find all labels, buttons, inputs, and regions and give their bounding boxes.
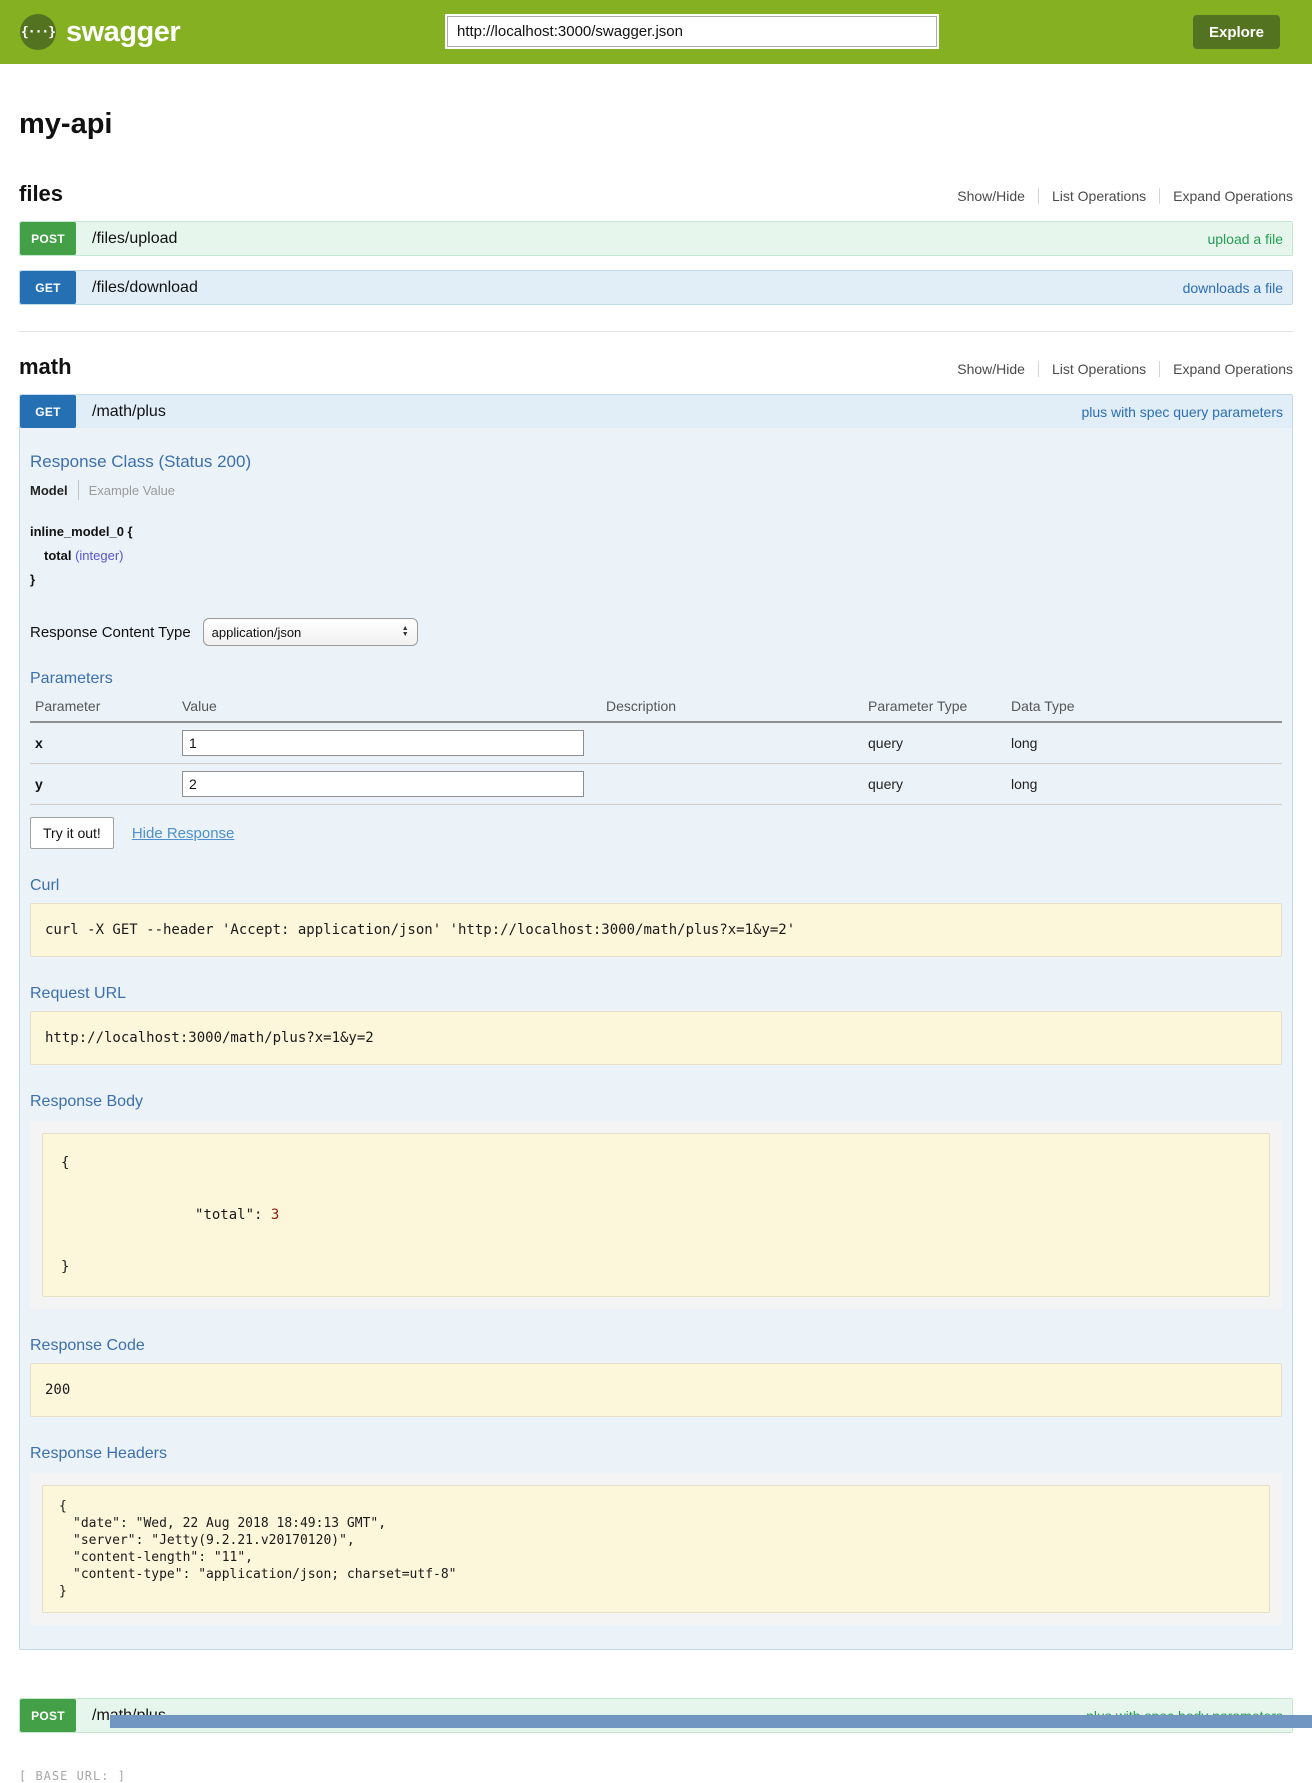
operation-post-files-upload: POST /files/upload upload a file bbox=[19, 221, 1293, 256]
list-operations-link[interactable]: List Operations bbox=[1037, 361, 1159, 377]
operation-header[interactable]: GET /files/download downloads a file bbox=[20, 271, 1292, 304]
section-files: files Show/Hide List Operations Expand O… bbox=[19, 181, 1293, 305]
http-method-badge: GET bbox=[20, 395, 76, 428]
headers-close-brace: } bbox=[59, 1584, 67, 1599]
parameter-description bbox=[601, 763, 863, 805]
brand-name: swagger bbox=[66, 15, 181, 48]
operation-path-link[interactable]: /math/plus bbox=[92, 402, 166, 420]
curl-heading: Curl bbox=[30, 877, 60, 894]
model-property-type: (integer) bbox=[75, 548, 124, 563]
section-divider bbox=[19, 331, 1293, 332]
response-headers-heading: Response Headers bbox=[30, 1445, 167, 1462]
col-header-parameter: Parameter bbox=[30, 694, 177, 723]
operation-get-math-plus: GET /math/plus plus with spec query para… bbox=[19, 394, 1293, 1650]
swagger-logo-icon: {···} bbox=[20, 14, 56, 50]
model-close-brace: } bbox=[30, 572, 36, 587]
http-method-badge: POST bbox=[20, 222, 76, 255]
response-content-type-label: Response Content Type bbox=[30, 623, 191, 641]
header-content-length: "content-length": "11", bbox=[73, 1550, 254, 1565]
response-body-heading: Response Body bbox=[30, 1093, 143, 1110]
response-body-code: { "total": 3 } bbox=[42, 1133, 1270, 1297]
operation-path-link[interactable]: /files/upload bbox=[92, 229, 178, 247]
parameter-x-input[interactable] bbox=[182, 730, 584, 756]
operation-summary-link[interactable]: plus with spec query parameters bbox=[1081, 403, 1283, 420]
parameter-description bbox=[601, 722, 863, 764]
headers-open-brace: { bbox=[59, 1499, 67, 1514]
json-close-brace: } bbox=[61, 1259, 70, 1275]
tab-separator bbox=[77, 480, 79, 500]
parameter-type: query bbox=[863, 722, 1006, 764]
operation-get-files-download: GET /files/download downloads a file bbox=[19, 270, 1293, 305]
request-url-heading: Request URL bbox=[30, 985, 127, 1002]
parameter-row-y: y query long bbox=[30, 763, 1282, 805]
swagger-brand-link[interactable]: {···} swagger bbox=[20, 14, 181, 50]
expand-operations-link[interactable]: Expand Operations bbox=[1159, 361, 1293, 377]
base-url-footer: [ BASE URL: ] bbox=[19, 1769, 126, 1783]
model-signature: inline_model_0 { total (integer) } bbox=[30, 520, 1282, 592]
select-arrows-icon: ▲ ▼ bbox=[401, 625, 409, 638]
section-title-math: math bbox=[19, 354, 72, 379]
show-hide-link[interactable]: Show/Hide bbox=[957, 361, 1025, 377]
parameter-type: query bbox=[863, 763, 1006, 805]
http-method-badge: GET bbox=[20, 271, 76, 304]
operation-summary-link[interactable]: upload a file bbox=[1207, 230, 1283, 247]
response-code-heading: Response Code bbox=[30, 1337, 145, 1354]
explore-button[interactable]: Explore bbox=[1192, 15, 1280, 49]
tab-model[interactable]: Model bbox=[30, 482, 68, 498]
parameters-table: Parameter Value Description Parameter Ty… bbox=[30, 694, 1282, 805]
section-title-files: files bbox=[19, 181, 64, 206]
model-tabs: Model Example Value bbox=[30, 480, 1282, 500]
operation-header[interactable]: POST /files/upload upload a file bbox=[20, 222, 1292, 255]
col-header-value: Value bbox=[177, 694, 601, 723]
try-it-out-button[interactable]: Try it out! bbox=[30, 817, 114, 849]
model-name: inline_model_0 { bbox=[30, 524, 133, 539]
header-content-type: "content-type": "application/json; chars… bbox=[73, 1567, 457, 1582]
http-method-badge: POST bbox=[20, 1699, 76, 1732]
expand-operations-link[interactable]: Expand Operations bbox=[1159, 188, 1293, 204]
content-wrap: my-api files Show/Hide List Operations E… bbox=[19, 108, 1293, 1783]
curl-command-block: curl -X GET --header 'Accept: applicatio… bbox=[30, 903, 1282, 957]
response-headers-code: { "date": "Wed, 22 Aug 2018 18:49:13 GMT… bbox=[42, 1485, 1270, 1613]
parameter-name: x bbox=[30, 722, 177, 764]
json-open-brace: { bbox=[61, 1155, 70, 1171]
parameter-name: y bbox=[30, 763, 177, 805]
parameter-y-input[interactable] bbox=[182, 771, 584, 797]
response-class-heading: Response Class (Status 200) bbox=[30, 452, 252, 471]
page-title: my-api bbox=[19, 108, 113, 140]
hide-response-link[interactable]: Hide Response bbox=[131, 824, 235, 842]
response-headers-container: { "date": "Wed, 22 Aug 2018 18:49:13 GMT… bbox=[30, 1473, 1282, 1625]
response-code-block: 200 bbox=[30, 1363, 1282, 1417]
parameter-row-x: x query long bbox=[30, 722, 1282, 764]
list-operations-link[interactable]: List Operations bbox=[1037, 188, 1159, 204]
header-date: "date": "Wed, 22 Aug 2018 18:49:13 GMT", bbox=[73, 1516, 387, 1531]
operation-summary-link[interactable]: downloads a file bbox=[1182, 279, 1283, 296]
selected-content-type: application/json bbox=[211, 624, 302, 640]
response-body-container: { "total": 3 } bbox=[30, 1121, 1282, 1309]
json-value: 3 bbox=[270, 1207, 280, 1223]
response-content-type-select[interactable]: application/json ▲ ▼ bbox=[202, 618, 418, 646]
parameter-data-type: long bbox=[1006, 763, 1282, 805]
col-header-data-type: Data Type bbox=[1006, 694, 1282, 723]
operation-path-link[interactable]: /files/download bbox=[92, 278, 198, 296]
json-key: "total": bbox=[195, 1207, 271, 1223]
operation-header[interactable]: GET /math/plus plus with spec query para… bbox=[20, 395, 1292, 428]
header-server: "server": "Jetty(9.2.21.v20170120)", bbox=[73, 1533, 355, 1548]
model-property-name: total bbox=[44, 548, 72, 563]
request-url-value: http://localhost:3000/math/plus?x=1&y=2 bbox=[45, 1030, 374, 1046]
spec-url-input[interactable] bbox=[447, 16, 937, 47]
request-url-block: http://localhost:3000/math/plus?x=1&y=2 bbox=[30, 1011, 1282, 1065]
tab-example-value[interactable]: Example Value bbox=[88, 482, 176, 498]
parameters-heading: Parameters bbox=[30, 670, 113, 687]
curl-command: curl -X GET --header 'Accept: applicatio… bbox=[45, 922, 796, 938]
parameter-data-type: long bbox=[1006, 722, 1282, 764]
section-math: math Show/Hide List Operations Expand Op… bbox=[19, 354, 1293, 1733]
response-code-value: 200 bbox=[45, 1382, 71, 1398]
operation-expanded-content: Response Class (Status 200) Model Exampl… bbox=[20, 428, 1292, 1649]
show-hide-link[interactable]: Show/Hide bbox=[957, 188, 1025, 204]
top-header: {···} swagger Explore bbox=[0, 0, 1312, 64]
bottom-bar bbox=[110, 1715, 1312, 1728]
col-header-parameter-type: Parameter Type bbox=[863, 694, 1006, 723]
col-header-description: Description bbox=[601, 694, 863, 723]
